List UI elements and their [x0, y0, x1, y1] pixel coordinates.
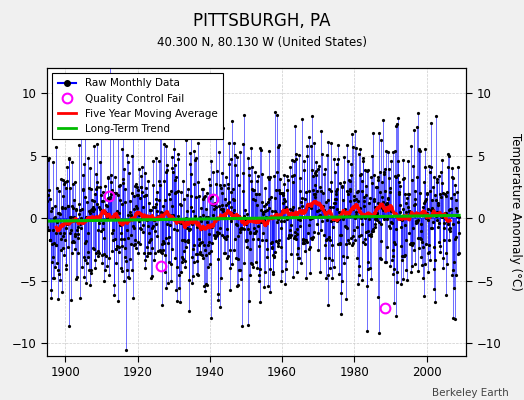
Y-axis label: Temperature Anomaly (°C): Temperature Anomaly (°C)	[509, 133, 522, 291]
Text: PITTSBURGH, PA: PITTSBURGH, PA	[193, 12, 331, 30]
Text: 40.300 N, 80.130 W (United States): 40.300 N, 80.130 W (United States)	[157, 36, 367, 49]
Text: Berkeley Earth: Berkeley Earth	[432, 388, 508, 398]
Legend: Raw Monthly Data, Quality Control Fail, Five Year Moving Average, Long-Term Tren: Raw Monthly Data, Quality Control Fail, …	[52, 73, 223, 139]
